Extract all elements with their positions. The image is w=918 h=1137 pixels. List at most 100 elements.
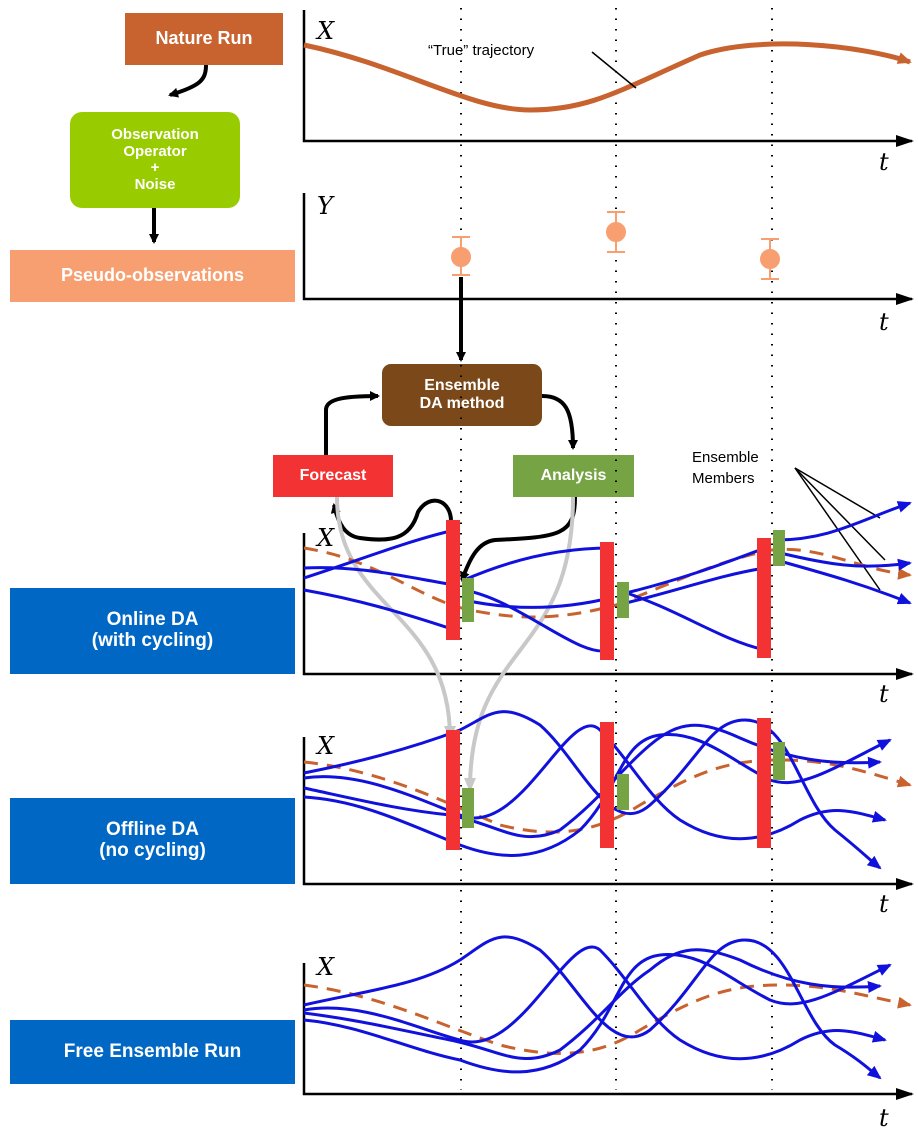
free-ensemble-label: Free Ensemble Run (63, 1040, 242, 1062)
analysis-spread-bars (462, 530, 785, 622)
axis-t-symbol: t (879, 308, 889, 336)
online-da-line: (with cycling) (91, 630, 214, 651)
pseudo-observation-points (451, 211, 780, 280)
ensemble-member-line (617, 588, 766, 652)
ensemble-members-label: Ensemble (692, 449, 759, 466)
true-trajectory-pointer (591, 51, 637, 89)
analysis-spread-bar (617, 774, 629, 810)
offline-da-box: Offline DA (no cycling) (10, 798, 295, 884)
observation-operator-line: + (150, 159, 160, 176)
axis-x-symbol: X (315, 17, 335, 45)
offline-da-plot (303, 710, 912, 870)
forecast-spread-bars (446, 520, 771, 660)
ensemble-members (303, 710, 892, 870)
axis-t-symbol: t (879, 890, 889, 918)
axis-y-symbol: Y (317, 192, 335, 220)
observation-operator-line: Noise (134, 175, 176, 193)
forecast-spread-bar (446, 730, 460, 850)
ensemble-member-line (303, 945, 887, 1061)
da-to-analysis-arrow (541, 394, 578, 450)
analysis-spread-bar (462, 788, 474, 828)
observation-point (451, 236, 471, 276)
forecast-offline-link (335, 496, 456, 740)
observation-operator-box: Observation Operator + Noise (70, 112, 240, 208)
axis-x-symbol: X (315, 524, 335, 552)
forecast-spread-bar (446, 520, 460, 640)
analysis-spread-bar (773, 530, 785, 566)
observation-point (606, 211, 626, 253)
ensemble-member-line (303, 588, 456, 632)
axis-panel-3 (302, 533, 914, 680)
truth-dashed-line (303, 758, 912, 834)
axis-t-symbol: t (879, 148, 889, 176)
free-ensemble-plot (303, 935, 912, 1080)
forecast-label: Forecast (299, 467, 367, 485)
ensemble-member-line (303, 724, 887, 841)
nature-run-label: Nature Run (155, 28, 253, 49)
ensemble-member-line (775, 501, 912, 542)
axes (302, 10, 914, 1100)
truth-dashed-line (303, 546, 912, 619)
ensemble-members-label: Members (692, 470, 755, 487)
axis-t-symbol: t (879, 680, 889, 708)
nature-run-box: Nature Run (125, 13, 283, 65)
offline-da-line: (no cycling) (99, 840, 206, 861)
online-da-plot (303, 501, 912, 660)
online-da-box: Online DA (with cycling) (10, 588, 295, 674)
true-trajectory-label: “True” trajectory (428, 42, 535, 59)
analysis-spread-bar (773, 742, 785, 780)
ensemble-member-line (303, 732, 892, 857)
ensemble-member-line (303, 566, 456, 587)
analysis-to-update-arrow (460, 496, 577, 582)
truth-dashed-line (303, 983, 912, 1055)
ensemble-member-line (617, 566, 766, 607)
ensemble-member-line (617, 546, 766, 597)
ensemble-to-forecast-arrow (330, 498, 454, 542)
forecast-spread-bars (446, 718, 771, 850)
ensemble-member-line (775, 550, 912, 571)
analysis-spread-bars (462, 742, 785, 828)
ensemble-da-box: Ensemble DA method (382, 364, 542, 426)
axis-x-symbol: X (315, 732, 335, 760)
forecast-spread-bar (757, 718, 771, 848)
ensemble-member-line (303, 948, 882, 1061)
ensemble-member-line (303, 528, 456, 580)
forecast-box: Forecast (273, 455, 393, 497)
true-trajectory-curve (303, 41, 912, 113)
analysis-offline-link (464, 496, 575, 792)
analysis-spread-bar (617, 582, 629, 618)
pseudo-observations-box: Pseudo-observations (10, 250, 295, 302)
ensemble-da-line: DA method (419, 395, 505, 412)
forecast-to-da-arrow (324, 391, 380, 455)
ensemble-member-line (463, 588, 611, 653)
axis-panel-2 (302, 193, 914, 305)
offline-da-line: Offline DA (106, 819, 199, 841)
observation-point (760, 238, 780, 280)
ensemble-members (303, 501, 912, 653)
observation-operator-line: Operator (123, 142, 187, 160)
observation-operator-line: Observation (111, 126, 199, 143)
analysis-box: Analysis (513, 455, 634, 497)
axis-panel-5 (302, 963, 914, 1100)
axis-t-symbol: t (879, 1104, 889, 1132)
ensemble-members (303, 935, 892, 1080)
axis-x-symbol: X (315, 953, 335, 981)
analysis-label: Analysis (540, 467, 607, 485)
nature-to-operator-arrow (168, 64, 208, 98)
forecast-spread-bar (600, 722, 614, 848)
ensemble-member-line (463, 596, 611, 609)
ensemble-member-line (775, 558, 912, 605)
axis-panel-4 (302, 737, 914, 890)
free-ensemble-box: Free Ensemble Run (10, 1020, 295, 1084)
pseudo-observations-label: Pseudo-observations (60, 265, 245, 286)
axis-panel-1 (302, 10, 914, 147)
analysis-spread-bar (462, 578, 474, 622)
ensemble-da-line: Ensemble (424, 377, 500, 395)
forecast-spread-bar (757, 538, 771, 658)
ensemble-member-line (463, 546, 611, 582)
time-marker-lines (460, 8, 773, 1090)
forecast-spread-bar (600, 542, 614, 660)
ensemble-member-line (303, 952, 892, 1074)
